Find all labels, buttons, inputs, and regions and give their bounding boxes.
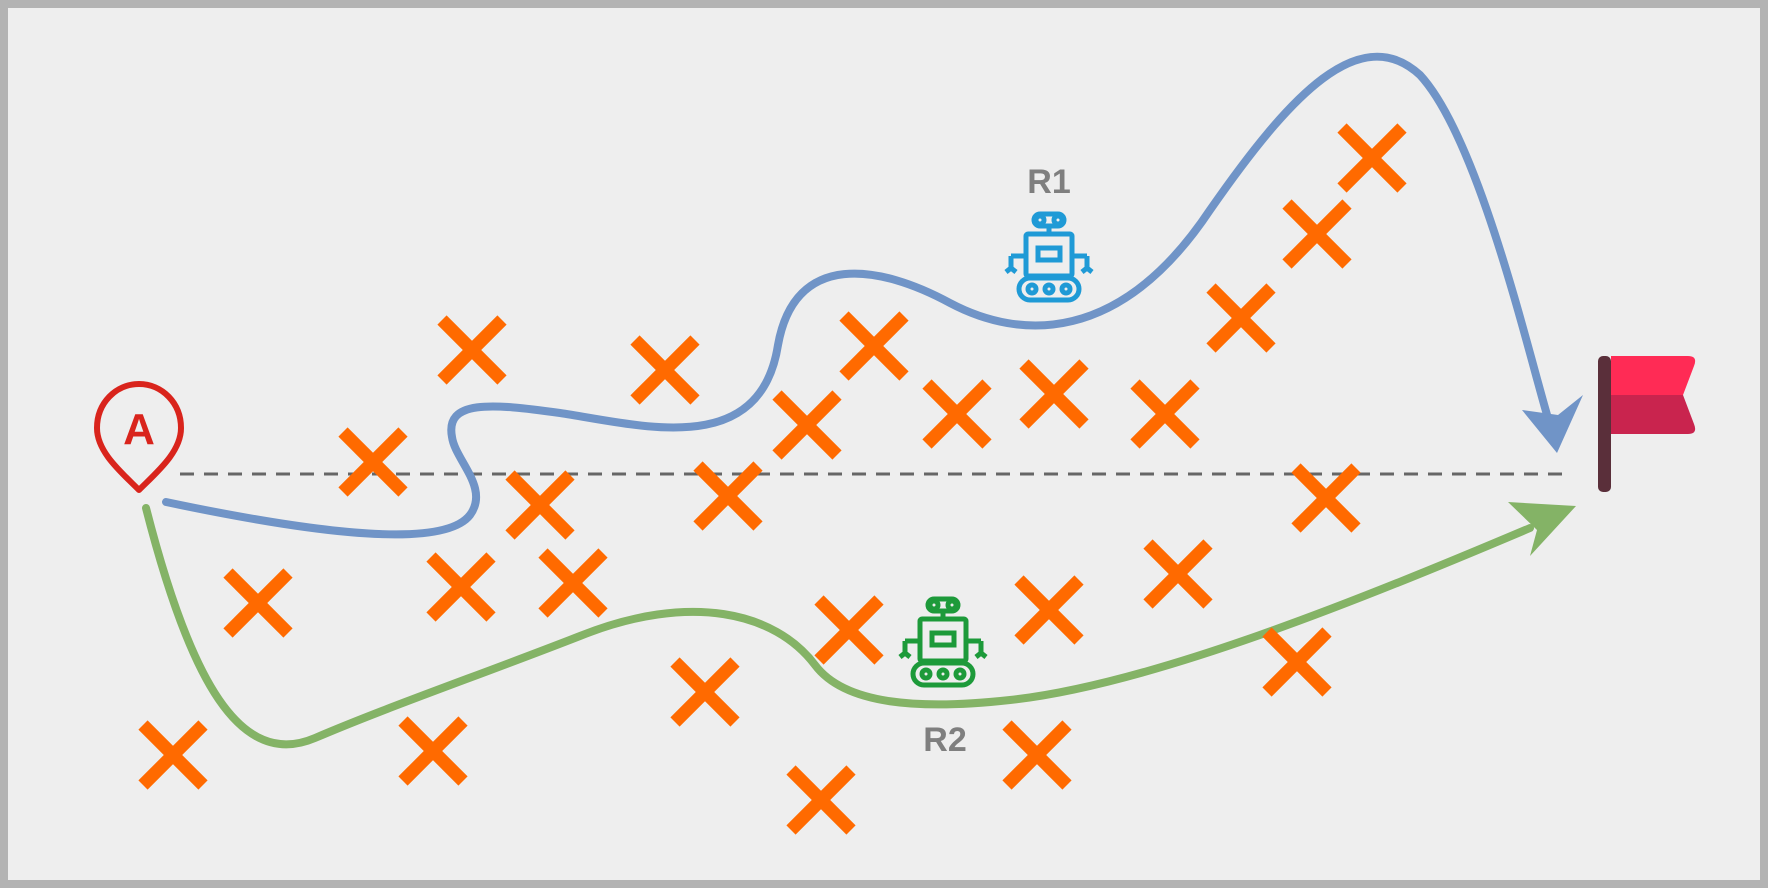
- cross-icon: [1337, 123, 1407, 193]
- cross-icon: [772, 390, 842, 460]
- cross-icon: [630, 335, 700, 405]
- r1-path: [162, 52, 1554, 539]
- cross-icon: [1291, 463, 1361, 533]
- goal-flag: [1598, 356, 1696, 492]
- r2-arrowhead: [1508, 502, 1576, 556]
- cross-icon: [426, 552, 496, 622]
- cross-icon: [1019, 359, 1089, 429]
- cross-icon: [338, 427, 408, 497]
- cross-icon: [1282, 199, 1352, 269]
- obstacles-group: [138, 123, 1407, 835]
- cross-icon: [839, 311, 909, 381]
- robot-icon: [1004, 211, 1094, 303]
- cross-icon: [538, 548, 608, 618]
- cross-icon: [693, 461, 763, 531]
- cross-icon: [1130, 379, 1200, 449]
- robot-r1: [1004, 211, 1094, 303]
- flag-icon: [1598, 356, 1696, 492]
- cross-icon: [398, 716, 468, 786]
- r2-path: [142, 504, 1534, 749]
- robot-r2: [898, 596, 988, 688]
- start-label: A: [123, 405, 155, 454]
- cross-icon: [505, 470, 575, 540]
- cross-icon: [1143, 539, 1213, 609]
- cross-icon: [922, 379, 992, 449]
- location-pin-icon: [94, 381, 184, 493]
- cross-icon: [670, 657, 740, 727]
- cross-icon: [1002, 720, 1072, 790]
- robot-icon: [898, 596, 988, 688]
- cross-icon: [1262, 627, 1332, 697]
- start-marker: A: [94, 381, 184, 493]
- r1-arrowhead: [1522, 395, 1583, 453]
- cross-icon: [814, 595, 884, 665]
- cross-icon: [1014, 575, 1084, 645]
- cross-icon: [786, 765, 856, 835]
- cross-icon: [437, 315, 507, 385]
- cross-icon: [138, 720, 208, 790]
- robot-r1-label: R1: [1027, 163, 1070, 201]
- cross-icon: [1206, 283, 1276, 353]
- cross-icon: [223, 568, 293, 638]
- robot-r2-label: R2: [923, 721, 966, 759]
